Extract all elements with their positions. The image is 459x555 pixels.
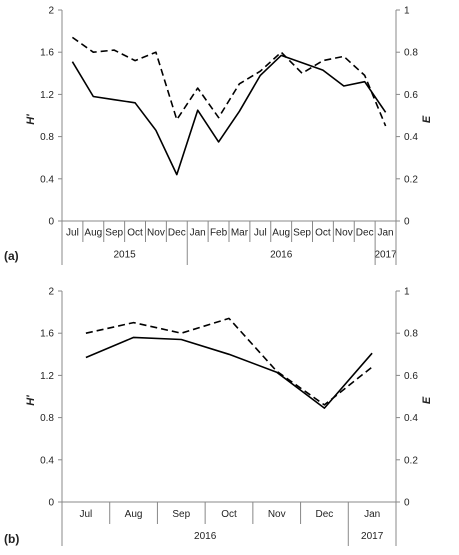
x-tick-label: Nov [335,228,353,239]
x-tick-label: Jan [190,228,206,239]
y-tick-label-right: 0.6 [404,371,418,382]
y-tick-label-right: 0.4 [404,413,418,424]
y-tick-label-right: 1 [404,287,410,298]
y-tick-label-right: 0.6 [404,90,418,101]
x-tick-label: Dec [168,228,186,239]
series-line-solid [71,54,387,176]
y-tick-label-right: 0.2 [404,174,418,185]
y-tick-label-right: 0.4 [404,132,418,143]
y-tick-label-right: 0.2 [404,455,418,466]
series-line-dashed [85,317,373,406]
panel-label: (a) [4,249,19,263]
y-tick-label-left: 0.4 [40,455,54,466]
y-tick-label-left: 2 [48,287,54,298]
series-line-solid [85,336,373,409]
panel-label: (b) [4,532,19,546]
series-line-dashed [71,36,387,127]
y-axis-title-left: H' [25,395,37,406]
x-year-label: 2017 [361,531,384,542]
y-tick-label-left: 1.2 [40,371,54,382]
y-tick-label-right: 1 [404,6,410,17]
x-tick-label: Jan [364,509,380,520]
x-tick-label: Jul [79,509,92,520]
y-tick-label-right: 0 [404,217,410,228]
x-tick-label: Dec [356,228,374,239]
x-tick-label: Jul [254,228,267,239]
x-tick-label: Sep [105,228,123,239]
x-tick-label: Nov [268,509,286,520]
x-tick-label: Sep [293,228,311,239]
y-tick-label-left: 0.4 [40,174,54,185]
y-tick-label-left: 0.8 [40,132,54,143]
y-tick-label-left: 0 [48,217,54,228]
x-tick-label: Feb [210,228,228,239]
y-tick-label-right: 0.8 [404,329,418,340]
x-year-label: 2016 [270,250,293,261]
x-year-label: 2015 [114,250,137,261]
x-tick-label: Oct [315,228,331,239]
y-tick-label-left: 1.6 [40,48,54,59]
x-tick-label: Nov [147,228,165,239]
y-tick-label-right: 0 [404,498,410,509]
x-tick-label: Oct [127,228,143,239]
y-axis-title-left: H' [25,114,37,125]
x-tick-label: Oct [221,509,237,520]
y-tick-label-left: 2 [48,6,54,17]
x-tick-label: Sep [172,509,190,520]
y-tick-label-left: 0 [48,498,54,509]
x-tick-label: Aug [125,509,143,520]
x-tick-label: Dec [316,509,334,520]
x-tick-label: Jan [378,228,394,239]
x-tick-label: Mar [231,228,249,239]
y-tick-label-left: 1.6 [40,329,54,340]
x-tick-label: Aug [84,228,102,239]
x-tick-label: Aug [272,228,290,239]
x-year-label: 2016 [194,531,217,542]
y-tick-label-right: 0.8 [404,48,418,59]
y-axis-title-right: E [421,396,433,404]
y-tick-label-left: 1.2 [40,90,54,101]
y-axis-title-right: E [421,115,433,123]
x-tick-label: Jul [66,228,79,239]
y-tick-label-left: 0.8 [40,413,54,424]
x-year-label: 2017 [374,250,397,261]
